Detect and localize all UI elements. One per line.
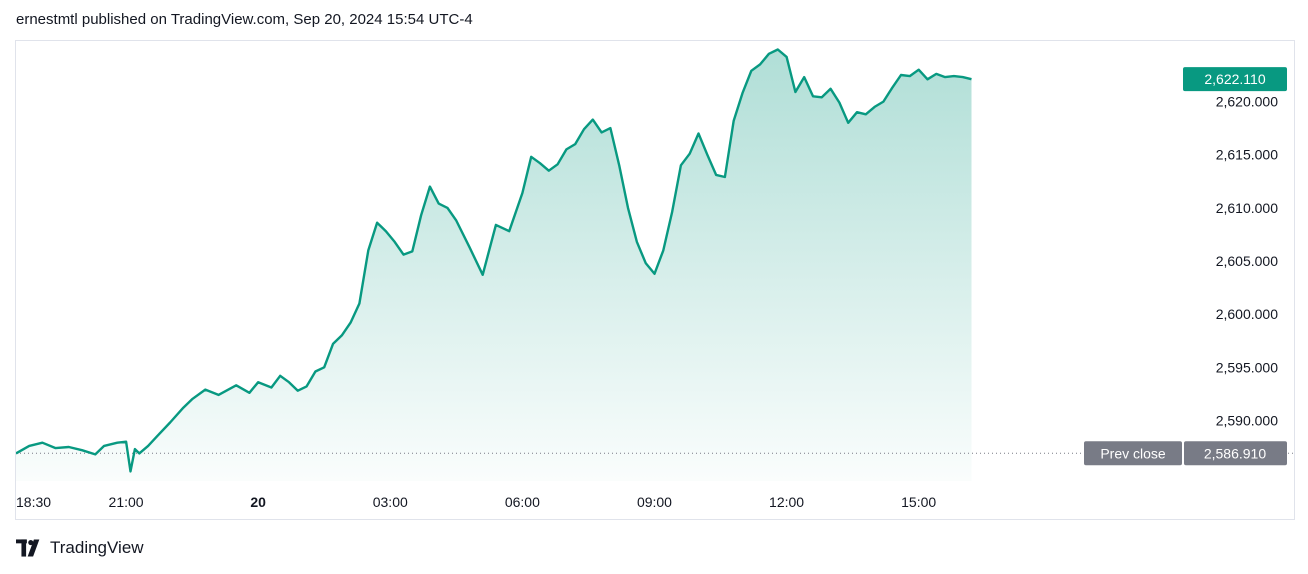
price-line: [16, 48, 972, 473]
prev-close-tag: [1084, 441, 1182, 466]
area-layer: [16, 49, 972, 481]
price-chart[interactable]: 2,620.000 2,615.000 2,610.000 2,605.000 2,60…: [16, 41, 1296, 521]
y-tick-label: 2,620.000: [1216, 94, 1278, 110]
footer-brand[interactable]: TradingView: [16, 538, 144, 558]
prev-close-text: Prev close: [1100, 445, 1166, 461]
y-tick-label: 2,590.000: [1216, 412, 1278, 428]
price-badges: 2,622.110 Prev close 2,586.910: [1084, 67, 1287, 466]
y-tick-label: 2,600.000: [1216, 306, 1278, 322]
tradingview-logo-icon: [16, 539, 40, 557]
y-tick-label: 2,605.000: [1216, 253, 1278, 269]
x-tick-label: 12:00: [769, 494, 804, 510]
y-axis: 2,620.000 2,615.000 2,610.000 2,605.000 2,60…: [1216, 94, 1278, 429]
chart-frame[interactable]: 2,620.000 2,615.000 2,610.000 2,605.000 2,60…: [15, 40, 1296, 521]
x-tick-label: 21:00: [109, 494, 144, 510]
x-tick-label: 15:00: [901, 494, 936, 510]
last-price-label: 2,622.110: [1204, 71, 1265, 87]
x-tick-label: 09:00: [637, 494, 672, 510]
line-layer: [16, 48, 972, 473]
prev-close-badge: [1184, 441, 1287, 466]
price-area: [16, 49, 972, 481]
prev-close-value: 2,586.910: [1204, 445, 1266, 461]
y-tick-label: 2,595.000: [1216, 359, 1278, 375]
x-tick-label: 06:00: [505, 494, 540, 510]
publisher-line: ernestmtl published on TradingView.com, …: [16, 11, 473, 28]
x-tick-label: 03:00: [373, 494, 408, 510]
y-tick-label: 2,615.000: [1216, 147, 1278, 163]
x-tick-label: 20: [250, 494, 266, 510]
x-axis: 18:30 21:00 20 03:00 06:00 09:00 12:00 15:00: [16, 494, 936, 510]
x-tick-label: 18:30: [16, 494, 51, 510]
footer-brand-label: TradingView: [50, 538, 144, 557]
last-price-badge: [1183, 67, 1287, 92]
y-tick-label: 2,610.000: [1216, 200, 1278, 216]
